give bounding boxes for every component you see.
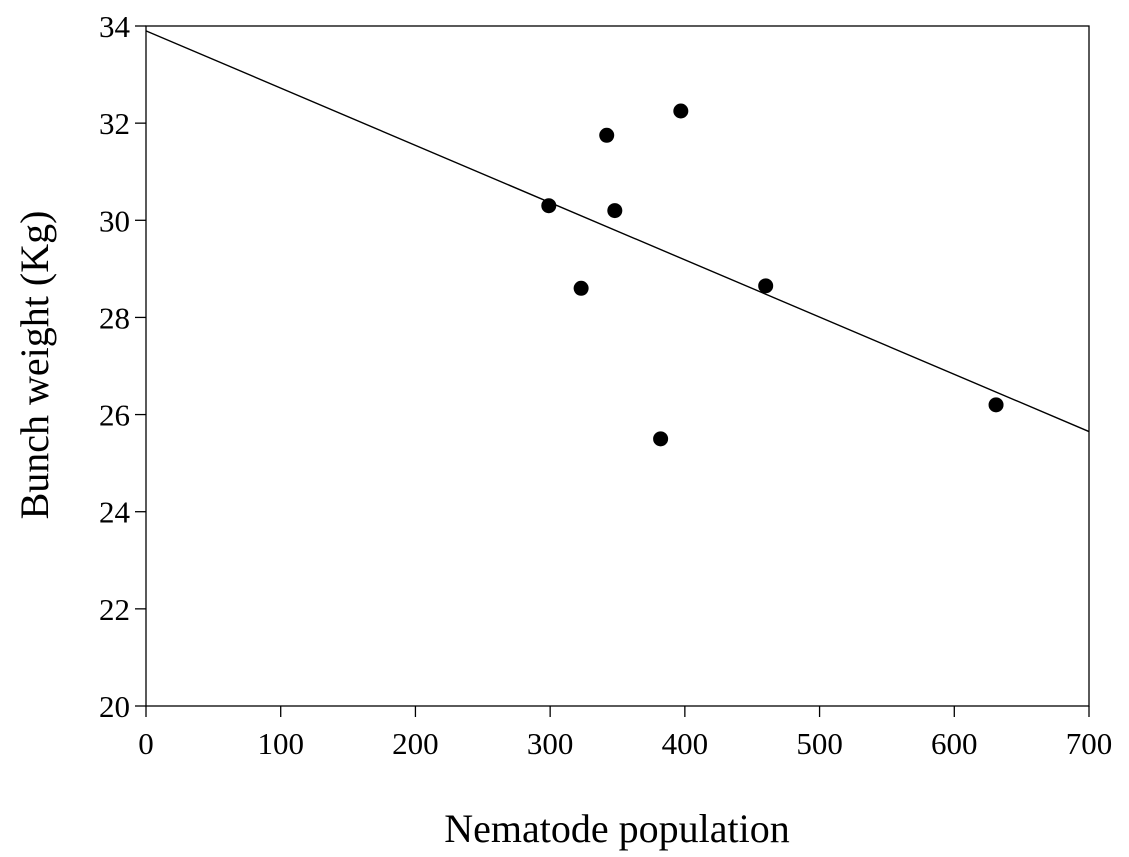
x-tick-label: 300 [527,726,574,761]
data-point [607,203,623,219]
data-point [653,431,669,447]
data-point [758,278,774,294]
y-tick-label: 26 [99,398,130,433]
y-axis-title: Bunch weight (Kg) [12,211,57,520]
x-tick-label: 100 [257,726,304,761]
x-tick-label: 0 [138,726,154,761]
x-tick-label: 500 [796,726,843,761]
regression-line [145,30,1090,433]
y-tick-label: 34 [99,9,131,44]
x-axis-title: Nematode population [444,806,789,851]
y-tick-label: 28 [99,300,130,335]
y-tick-label: 20 [99,689,130,724]
x-tick-label: 600 [931,726,978,761]
points-group [541,103,1004,447]
data-point [988,397,1004,413]
axes-group: 0 100 200 300 400 500 600 700 20 22 24 26 28 30 32 34 [99,9,1112,761]
x-tick-label: 400 [662,726,709,761]
data-point [599,127,615,143]
y-tick-label: 32 [99,106,130,141]
data-point [673,103,689,119]
data-point [573,280,589,296]
data-point [541,198,557,214]
y-tick-label: 22 [99,592,130,627]
y-tick-label: 24 [99,495,131,530]
trendline-group [145,30,1090,433]
plot-frame [145,25,1090,707]
x-tick-label: 700 [1066,726,1113,761]
y-tick-label: 30 [99,203,130,238]
x-tick-label: 200 [392,726,439,761]
